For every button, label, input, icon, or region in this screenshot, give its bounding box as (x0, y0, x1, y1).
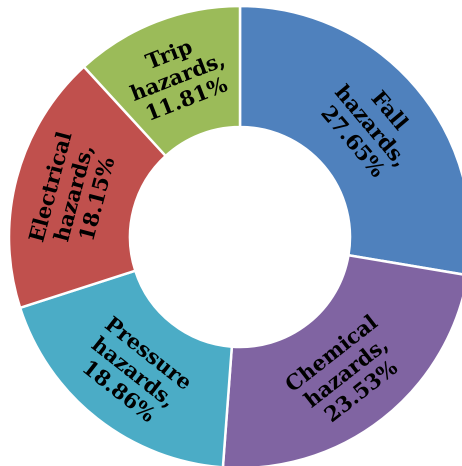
slice-fall-hazards (238, 4, 462, 276)
slice-electrical-hazards (7, 64, 168, 310)
slice-chemical-hazards (221, 253, 462, 466)
label-chemical-hazards: Chemicalhazards,23.53% (280, 309, 412, 434)
donut-slices (7, 4, 462, 466)
slice-pressure-hazards (18, 269, 234, 466)
slice-trip-hazards (82, 4, 242, 158)
